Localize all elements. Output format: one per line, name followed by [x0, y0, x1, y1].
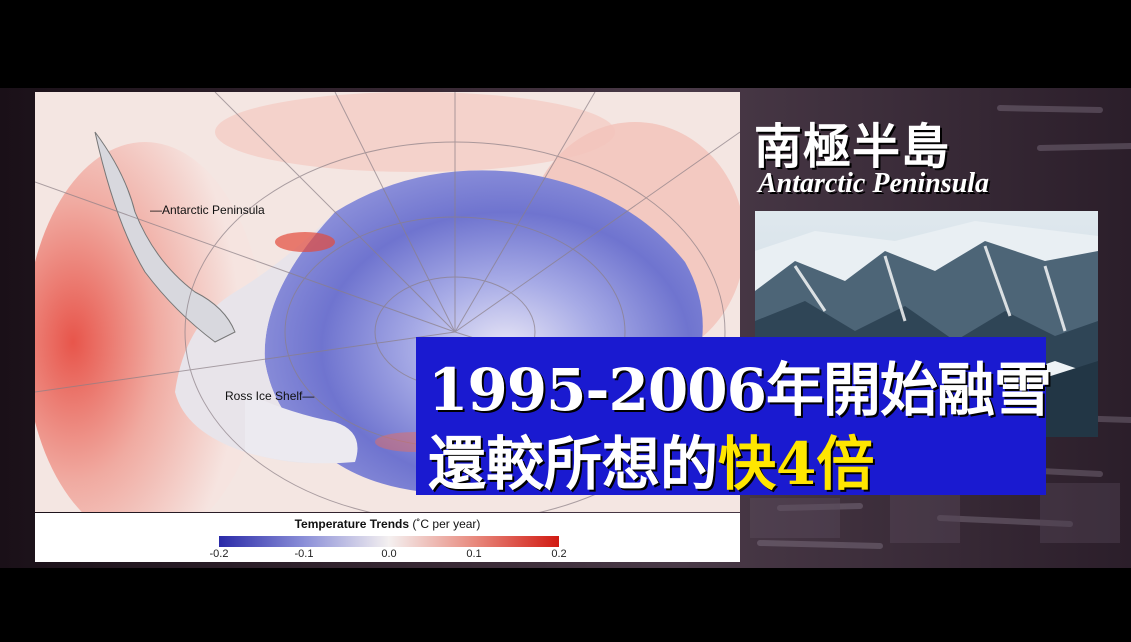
caption-highlight: 快4倍	[718, 430, 875, 498]
label-antarctic-peninsula: —Antarctic Peninsula	[150, 203, 265, 217]
letterbox-top	[0, 0, 1131, 88]
legend-tick: 0.0	[381, 548, 397, 560]
legend-tick: -0.1	[294, 548, 314, 560]
caption-line-2: 還較所想的快4倍	[428, 430, 875, 498]
letterbox-bottom	[0, 568, 1131, 642]
legend-tick: -0.2	[209, 548, 229, 560]
caption-line-1: 1995-2006年開始融雪	[428, 356, 1052, 424]
legend-color-bar	[219, 536, 559, 547]
legend-title: Temperature Trends (˚C per year)	[294, 517, 481, 531]
legend-tick: 0.1	[466, 548, 482, 560]
legend-tick: 0.2	[551, 548, 567, 560]
caption-box: 1995-2006年開始融雪 還較所想的快4倍	[416, 337, 1052, 498]
title-english: Antarctic Peninsula	[758, 168, 990, 199]
title-chinese: 南極半島	[754, 119, 951, 175]
label-ross-ice-shelf: Ross Ice Shelf—	[225, 389, 315, 403]
temperature-legend: Temperature Trends (˚C per year) -0.2 -0…	[35, 513, 740, 562]
